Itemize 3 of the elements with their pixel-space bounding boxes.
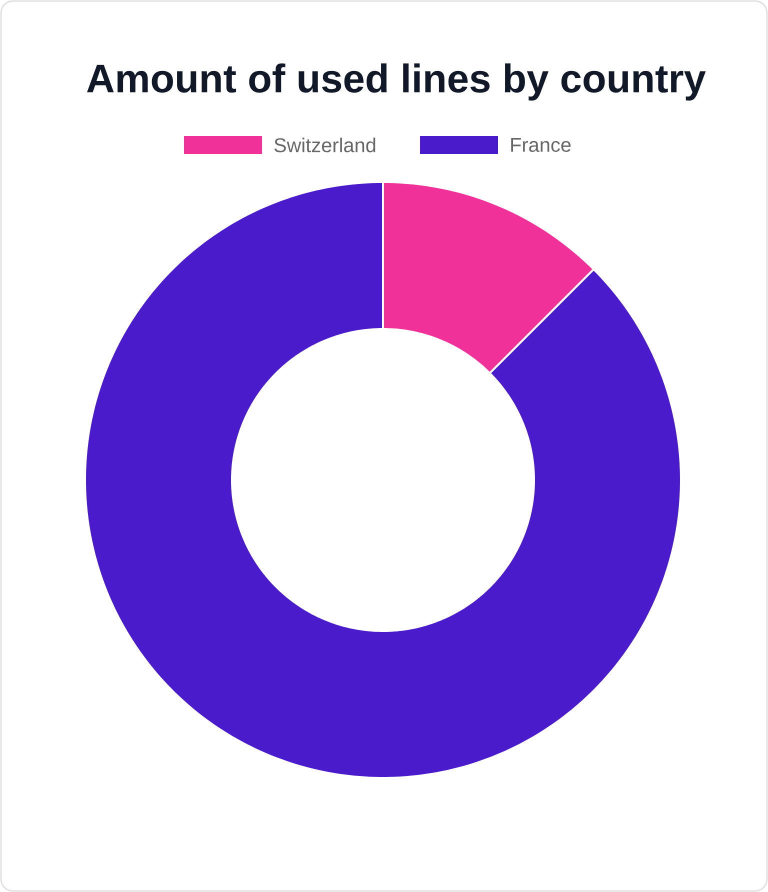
chart-title: Amount of used lines by country <box>87 63 706 101</box>
legend-label: Switzerland <box>274 138 376 152</box>
legend-label: France <box>511 138 571 152</box>
